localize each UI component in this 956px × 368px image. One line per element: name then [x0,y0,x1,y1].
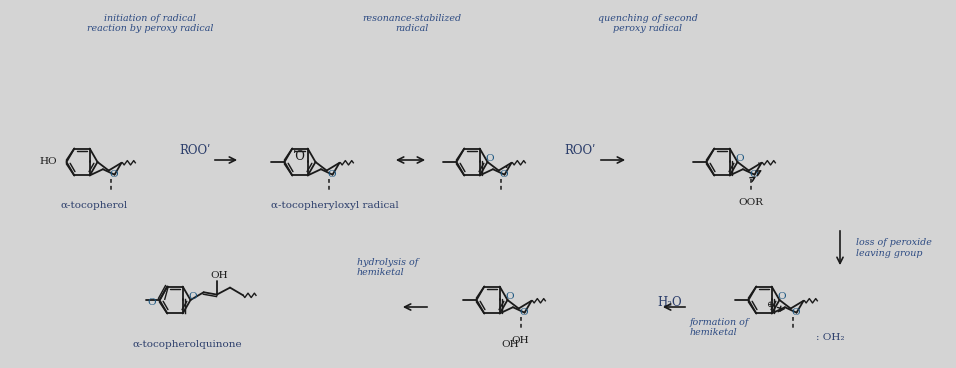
Text: O: O [486,154,494,163]
Text: O: O [499,170,508,179]
Text: O: O [792,308,800,317]
Text: O: O [736,154,745,163]
Text: O: O [519,308,528,317]
Text: hydrolysis of
hemiketal: hydrolysis of hemiketal [357,258,418,277]
Text: OH: OH [210,271,228,280]
Text: O: O [778,292,787,301]
Text: HO: HO [40,158,57,166]
Text: O: O [109,170,118,179]
Text: OH: OH [511,336,530,345]
Text: O: O [750,170,758,179]
Text: α-tocopherolquinone: α-tocopherolquinone [132,340,242,350]
Text: formation of
hemiketal: formation of hemiketal [690,318,750,337]
Text: O: O [147,298,156,307]
Text: α-tocopherol: α-tocopherol [60,201,127,210]
Text: OOR: OOR [738,198,763,207]
Text: ʹO: ʹO [292,150,305,163]
Text: ROOʹ: ROOʹ [180,144,210,156]
Text: OH: OH [501,340,519,350]
Text: O: O [327,170,336,179]
Text: initiation of radical
reaction by peroxy radical: initiation of radical reaction by peroxy… [87,14,213,33]
Text: ·: · [504,160,510,177]
Text: resonance-stabilized
radical: resonance-stabilized radical [362,14,462,33]
Text: O: O [188,292,197,301]
Text: ⊕: ⊕ [766,300,773,309]
Text: H₂O: H₂O [658,296,683,308]
Text: : OH₂: : OH₂ [816,333,844,343]
Text: quenching of second
peroxy radical: quenching of second peroxy radical [598,14,698,33]
Text: ROOʹ: ROOʹ [564,144,596,156]
Text: ¨: ¨ [756,163,763,176]
Text: O: O [506,292,514,301]
Text: loss of peroxide
leaving group: loss of peroxide leaving group [856,238,932,258]
Text: α-tocopheryloxyl radical: α-tocopheryloxyl radical [272,201,399,210]
